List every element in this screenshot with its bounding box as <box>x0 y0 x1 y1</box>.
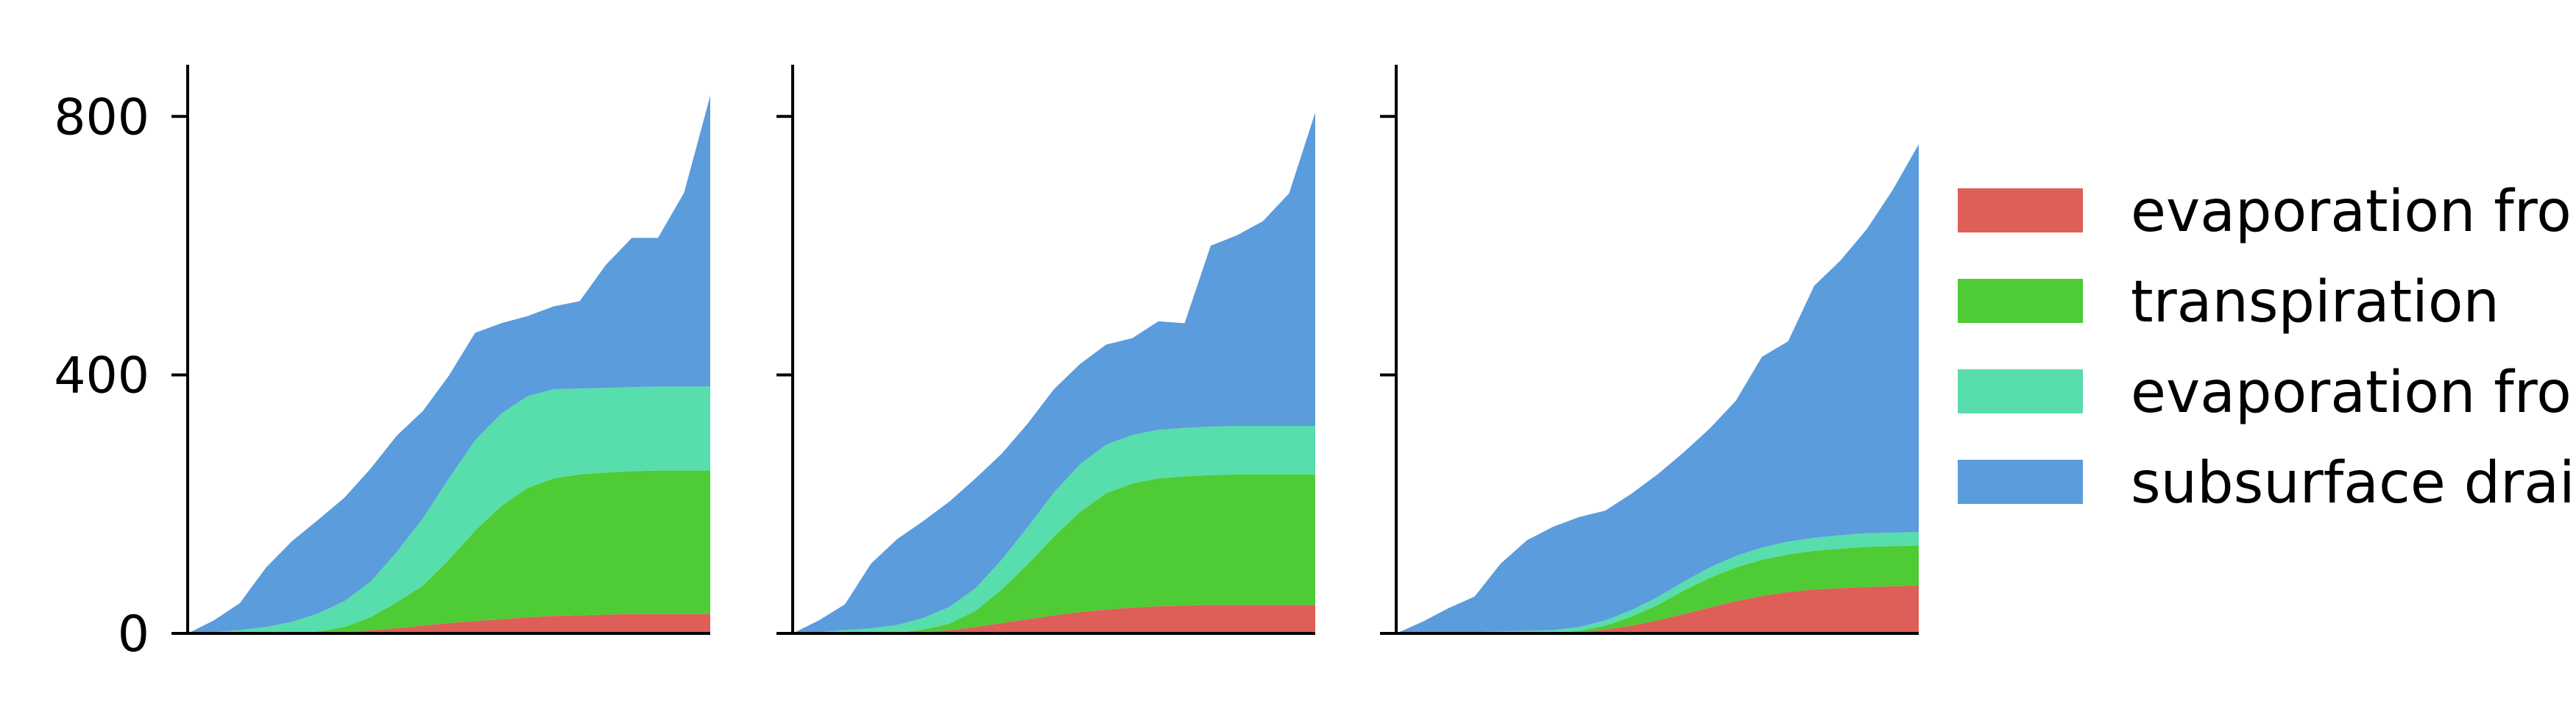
panel-3-area-evaporation-soil <box>1396 586 1919 633</box>
panel-1-area-subsurface-drainage <box>188 96 710 633</box>
panel-2-area-evaporation-soil <box>793 605 1315 633</box>
legend-label-subsurface-drainage: subsurface drainage <box>2131 450 2576 516</box>
panel-3 <box>1380 65 1919 635</box>
legend-swatch-evaporation-canopy <box>1958 369 2083 413</box>
panel-1-area-evaporation-canopy <box>188 386 710 633</box>
legend-swatch-subsurface-drainage <box>1958 460 2083 504</box>
panel-1: 0 400 800 <box>54 65 710 664</box>
panel-3-areas <box>1396 144 1919 633</box>
legend-swatch-evaporation-soil <box>1958 188 2083 232</box>
panel-2-area-evaporation-canopy <box>793 426 1315 633</box>
legend-swatch-transpiration <box>1958 279 2083 323</box>
panel-3-area-subsurface-drainage <box>1396 144 1919 633</box>
y-tick-label-0: 0 <box>118 605 149 664</box>
legend: evaporation from soil transpiration evap… <box>1958 179 2576 516</box>
panel-1-area-evaporation-soil <box>188 614 710 633</box>
panel-1-area-transpiration <box>188 470 710 633</box>
legend-label-transpiration: transpiration <box>2131 269 2499 335</box>
legend-label-evaporation-soil: evaporation from soil <box>2131 179 2576 245</box>
panel-1-ticks: 0 400 800 <box>54 88 188 664</box>
panel-2-area-subsurface-drainage <box>793 113 1315 633</box>
panel-3-area-transpiration <box>1396 545 1919 633</box>
y-tick-label-400: 400 <box>54 347 149 405</box>
panel-2 <box>776 65 1315 635</box>
panel-3-ticks <box>1380 115 1396 635</box>
panel-1-areas <box>188 96 710 633</box>
panel-2-ticks <box>776 115 793 635</box>
panel-2-areas <box>793 113 1315 633</box>
y-tick-label-800: 800 <box>54 88 149 146</box>
panel-2-area-transpiration <box>793 474 1315 633</box>
legend-label-evaporation-canopy: evaporation from canopy <box>2131 360 2576 426</box>
panel-3-area-evaporation-canopy <box>1396 532 1919 633</box>
